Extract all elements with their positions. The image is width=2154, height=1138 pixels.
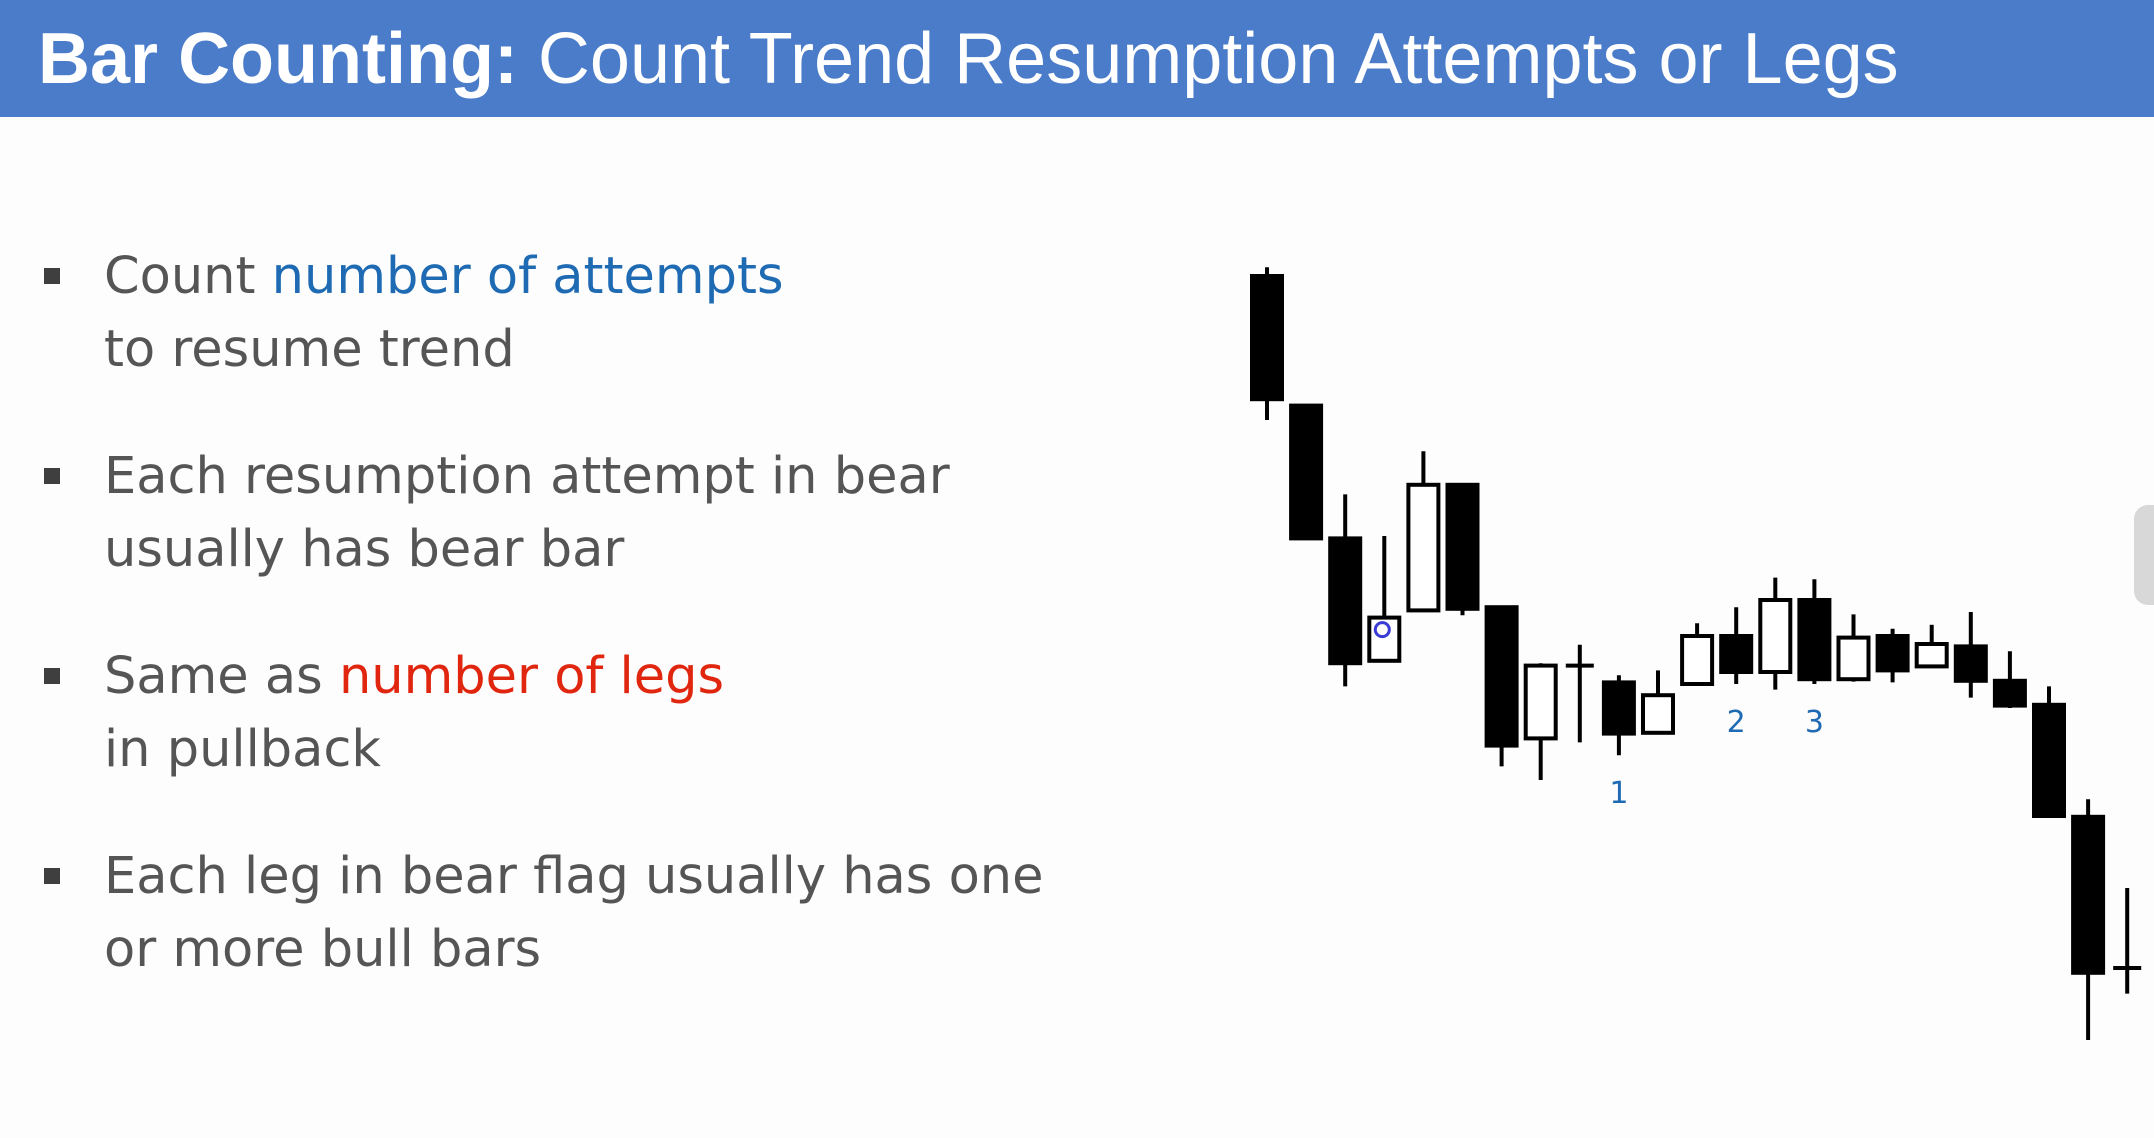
candle	[1680, 623, 1715, 686]
bullet-text-pre: Same as	[104, 647, 339, 706]
candle	[1797, 579, 1832, 684]
bullet-highlight: number of legs	[338, 647, 725, 706]
bar-count-label: 1	[1609, 776, 1628, 811]
bullet-text-line2: or more bull bars	[104, 920, 542, 979]
bull-candle-body	[1758, 598, 1793, 674]
bear-candle-body	[1601, 680, 1636, 736]
bar-count-label: 2	[1727, 705, 1746, 740]
bull-candle-body	[1367, 615, 1402, 663]
bear-candle-body	[1289, 403, 1324, 541]
bullet-text: Same as number of legs in pullback	[104, 640, 1104, 786]
candle	[1992, 651, 2027, 708]
bull-candle-body	[1641, 693, 1675, 735]
candle	[1914, 624, 1949, 669]
bar-count-label: 3	[1805, 705, 1824, 740]
side-panel-handle[interactable]	[2134, 505, 2154, 605]
candle	[1328, 494, 1363, 687]
candle	[2032, 686, 2066, 818]
title-bar: Bar Counting: Count Trend Resumption Att…	[0, 0, 2154, 117]
candle	[1758, 577, 1793, 690]
bear-candle-body	[1953, 644, 1988, 683]
bear-candle-body	[1992, 678, 2027, 708]
candle	[1953, 612, 1988, 698]
bullet-text-line2: usually has bear bar	[104, 520, 625, 579]
bullet-text: Each resumption attempt in bear usually …	[104, 440, 1104, 586]
bullet-highlight: number of attempts	[271, 247, 784, 306]
cursor-indicator	[1373, 621, 1391, 639]
candle	[1601, 675, 1636, 756]
candle	[1719, 607, 1754, 684]
candle	[1406, 451, 1441, 613]
candle	[1445, 482, 1480, 616]
bear-candle-body	[2032, 702, 2066, 818]
bullet-marker	[44, 268, 60, 284]
slide-title: Bar Counting: Count Trend Resumption Att…	[38, 14, 1899, 104]
candle	[1250, 267, 1284, 420]
candle	[1289, 403, 1324, 541]
bear-candle-body	[1445, 482, 1480, 611]
bull-candle-body	[1836, 635, 1871, 682]
bull-candle-body	[1680, 634, 1715, 686]
title-bold: Bar Counting:	[38, 19, 518, 99]
bear-candle-body	[1484, 605, 1519, 748]
candle	[1523, 663, 1558, 780]
candle	[1484, 605, 1519, 767]
candle	[1836, 614, 1871, 682]
candle	[1565, 644, 1594, 743]
bullet-text-pre: Count	[104, 247, 272, 306]
bullet-marker	[44, 868, 60, 884]
bear-candle-body	[1875, 634, 1910, 673]
bullet-marker	[44, 468, 60, 484]
bullet-text: Count number of attempts to resume trend	[104, 240, 1104, 386]
title-rest: Count Trend Resumption Attempts or Legs	[517, 19, 1899, 99]
bullet-text: Each leg in bear flag usually has one or…	[104, 840, 1104, 986]
bull-candle-body	[1406, 482, 1441, 613]
candle	[2113, 888, 2142, 994]
bull-candle-body	[1914, 642, 1949, 669]
bullet-marker	[44, 668, 60, 684]
candle	[1875, 628, 1910, 683]
bear-candle-body	[1797, 598, 1832, 682]
bear-candle-body	[1719, 634, 1754, 674]
bear-candle-body	[1328, 536, 1363, 666]
bear-candle-body	[2071, 814, 2106, 975]
bullet-text-pre: Each resumption attempt in bear	[104, 447, 950, 506]
bullet-text-line2: to resume trend	[104, 320, 515, 379]
candle	[2071, 799, 2106, 1040]
candle	[1367, 536, 1402, 663]
bull-candle-body	[1523, 663, 1558, 741]
candle	[1641, 670, 1675, 735]
bear-candle-body	[1250, 274, 1284, 402]
bullet-text-line2: in pullback	[104, 720, 381, 779]
bullet-text-pre: Each leg in bear flag usually has one	[104, 847, 1044, 906]
